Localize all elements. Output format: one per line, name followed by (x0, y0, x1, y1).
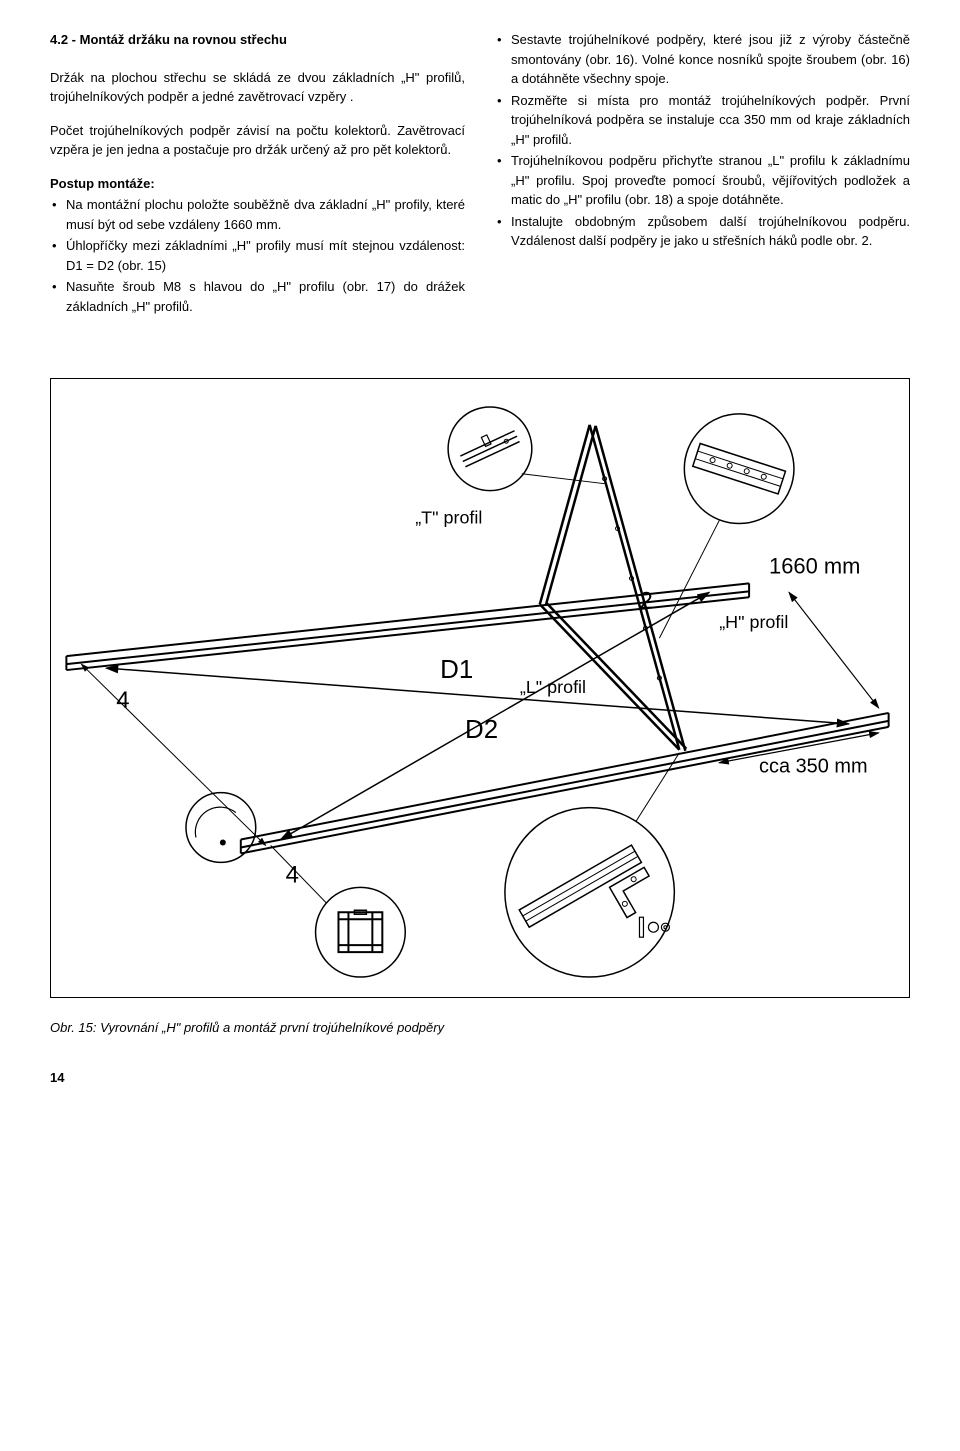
triangle-hypotenuse (590, 425, 686, 751)
bracket-detail (505, 753, 679, 977)
label-four-bottom: 4 (286, 861, 299, 888)
label-four-top: 4 (116, 687, 129, 714)
label-d1: D1 (440, 656, 473, 684)
right-steps-list: Sestavte trojúhelníkové podpěry, které j… (495, 30, 910, 251)
list-item: Trojúhelníkovou podpěru přichyťte strano… (495, 151, 910, 210)
label-l-profile: „L" profil (520, 677, 586, 697)
label-h-profile: „H" profil (719, 612, 788, 632)
label-350: cca 350 mm (759, 756, 868, 778)
list-item: Sestavte trojúhelníkové podpěry, které j… (495, 30, 910, 89)
list-item: Úhlopříčky mezi základními „H" profily m… (50, 236, 465, 275)
steps-heading: Postup montáže: (50, 174, 465, 194)
label-1660: 1660 mm (769, 553, 860, 578)
triangle-back-strut (540, 425, 596, 605)
label-two: 2 (639, 587, 652, 614)
label-t-profile: „T" profil (415, 508, 482, 528)
angle-detail-circle (186, 793, 256, 863)
label-d2: D2 (465, 716, 498, 744)
section-title: 4.2 - Montáž držáku na rovnou střechu (50, 30, 465, 50)
list-item: Na montážní plochu položte souběžně dva … (50, 195, 465, 234)
dim-1660 (789, 592, 879, 708)
list-item: Instalujte obdobným způsobem další trojú… (495, 212, 910, 251)
intro-paragraph-2: Počet trojúhelníkových podpěr závisí na … (50, 121, 465, 160)
page-number: 14 (50, 1068, 910, 1088)
two-column-text: 4.2 - Montáž držáku na rovnou střechu Dr… (50, 30, 910, 318)
figure-caption: Obr. 15: Vyrovnání „H" profilů a montáž … (50, 1018, 910, 1038)
list-item: Nasuňte šroub M8 s hlavou do „H" profilu… (50, 277, 465, 316)
left-column: 4.2 - Montáž držáku na rovnou střechu Dr… (50, 30, 465, 318)
left-steps-list: Na montážní plochu položte souběžně dva … (50, 195, 465, 316)
assembly-diagram: „T" profil D1 D2 „L" profil 2 4 4 1660 m… (61, 389, 899, 987)
figure-frame: „T" profil D1 D2 „L" profil 2 4 4 1660 m… (50, 378, 910, 998)
list-item: Rozměřte si místa pro montáž trojúhelník… (495, 91, 910, 150)
intro-paragraph-1: Držák na plochou střechu se skládá ze dv… (50, 68, 465, 107)
right-column: Sestavte trojúhelníkové podpěry, které j… (495, 30, 910, 318)
